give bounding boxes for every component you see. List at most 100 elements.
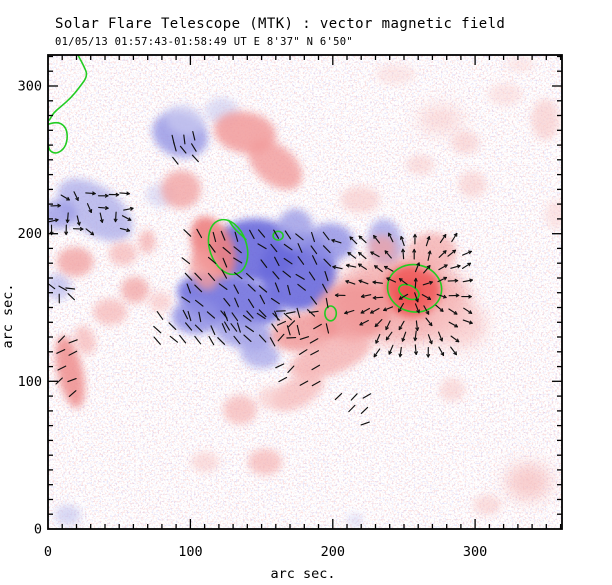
- field-vector: [438, 264, 448, 271]
- field-vector-arrowhead: [126, 230, 131, 233]
- field-blob: [189, 249, 220, 291]
- field-vector: [284, 230, 292, 240]
- field-vector-arrowhead: [374, 323, 377, 328]
- y-tick-label: 0: [34, 522, 42, 538]
- x-axis-label: arc sec.: [270, 566, 335, 582]
- field-vector: [398, 302, 404, 313]
- field-vector-arrowhead: [359, 321, 363, 326]
- field-blob: [488, 82, 523, 107]
- field-vector: [220, 310, 228, 319]
- field-vector: [218, 283, 228, 290]
- field-contour: [48, 121, 68, 154]
- field-blob: [171, 298, 221, 335]
- field-vector: [182, 309, 189, 320]
- field-vector: [181, 257, 191, 265]
- field-vector: [184, 272, 193, 281]
- field-vector: [401, 331, 407, 342]
- field-vector: [210, 325, 216, 336]
- field-blob: [74, 325, 96, 355]
- axis-layer: 0 100 200 300 0 100 200 300: [18, 54, 563, 560]
- field-vector: [414, 303, 420, 314]
- contour-layer: [48, 55, 443, 322]
- field-vector-arrowhead: [370, 310, 373, 314]
- field-vector: [373, 235, 381, 244]
- field-vector: [222, 257, 228, 268]
- field-vector-arrowhead: [428, 265, 431, 270]
- field-vector: [221, 269, 228, 279]
- field-vector: [372, 296, 384, 299]
- field-vector: [179, 145, 187, 154]
- field-vector-arrowhead: [115, 194, 120, 197]
- field-vector: [462, 250, 472, 256]
- field-vector: [322, 283, 328, 294]
- field-blob: [531, 98, 560, 141]
- field-vector: [208, 243, 216, 253]
- field-vector: [299, 380, 309, 386]
- field-vector: [438, 250, 447, 258]
- field-vector-arrowhead: [415, 327, 419, 331]
- field-vector: [447, 249, 456, 257]
- field-vector: [439, 234, 447, 244]
- field-vector: [331, 239, 342, 244]
- field-vector: [257, 243, 267, 250]
- field-blob: [165, 104, 205, 136]
- field-blob: [257, 386, 287, 410]
- field-vector: [347, 251, 357, 259]
- field-vector-arrowhead: [415, 299, 419, 303]
- field-vector-arrowhead: [415, 277, 418, 282]
- field-vector: [258, 285, 268, 293]
- field-vector-arrowhead: [57, 205, 61, 208]
- field-vector: [296, 307, 301, 319]
- field-vector: [384, 250, 392, 259]
- field-blob: [190, 451, 220, 473]
- field-vector: [374, 265, 383, 273]
- field-vector: [344, 309, 355, 314]
- field-vector: [332, 266, 343, 270]
- field-vector: [207, 272, 216, 282]
- field-vector-arrowhead: [454, 280, 459, 283]
- field-vector: [257, 229, 266, 238]
- field-vector-arrowhead: [92, 193, 96, 196]
- field-vector: [275, 363, 285, 369]
- field-vector: [85, 228, 95, 236]
- field-blob: [375, 64, 416, 85]
- field-vector: [55, 377, 63, 385]
- field-vector: [325, 297, 329, 309]
- field-blob: [148, 291, 172, 312]
- field-vector: [58, 285, 68, 291]
- field-vector-arrowhead: [344, 310, 348, 314]
- field-vector: [258, 334, 267, 343]
- field-vector: [191, 143, 197, 152]
- field-vector-arrowhead: [349, 236, 354, 239]
- field-vector: [220, 230, 226, 241]
- field-vector: [345, 264, 357, 268]
- field-vector-arrowhead: [402, 248, 406, 253]
- field-vector-arrowhead: [383, 307, 386, 311]
- field-vector: [99, 212, 103, 223]
- field-vector: [435, 304, 444, 312]
- field-vector: [450, 335, 460, 343]
- field-vector: [68, 390, 77, 397]
- field-vector: [297, 283, 306, 291]
- field-vector-arrowhead: [360, 310, 364, 314]
- field-vector: [60, 194, 70, 201]
- field-vector-arrowhead: [444, 250, 447, 255]
- field-vector-arrowhead: [345, 263, 350, 266]
- field-vector: [192, 131, 196, 141]
- field-vector: [207, 256, 217, 264]
- field-vector-arrowhead: [413, 337, 416, 342]
- field-contour: [228, 219, 247, 241]
- field-vector: [345, 280, 356, 285]
- field-vector: [185, 322, 193, 331]
- field-vector: [427, 334, 433, 345]
- field-vector: [156, 311, 164, 320]
- field-vector: [171, 134, 175, 145]
- field-vector: [246, 272, 255, 281]
- field-vector: [372, 281, 383, 284]
- field-vector: [325, 323, 330, 334]
- field-vector: [234, 297, 239, 308]
- plot-area: [48, 55, 562, 529]
- field-vector-arrowhead: [331, 238, 336, 241]
- field-vector: [121, 215, 132, 221]
- field-vector: [385, 320, 391, 331]
